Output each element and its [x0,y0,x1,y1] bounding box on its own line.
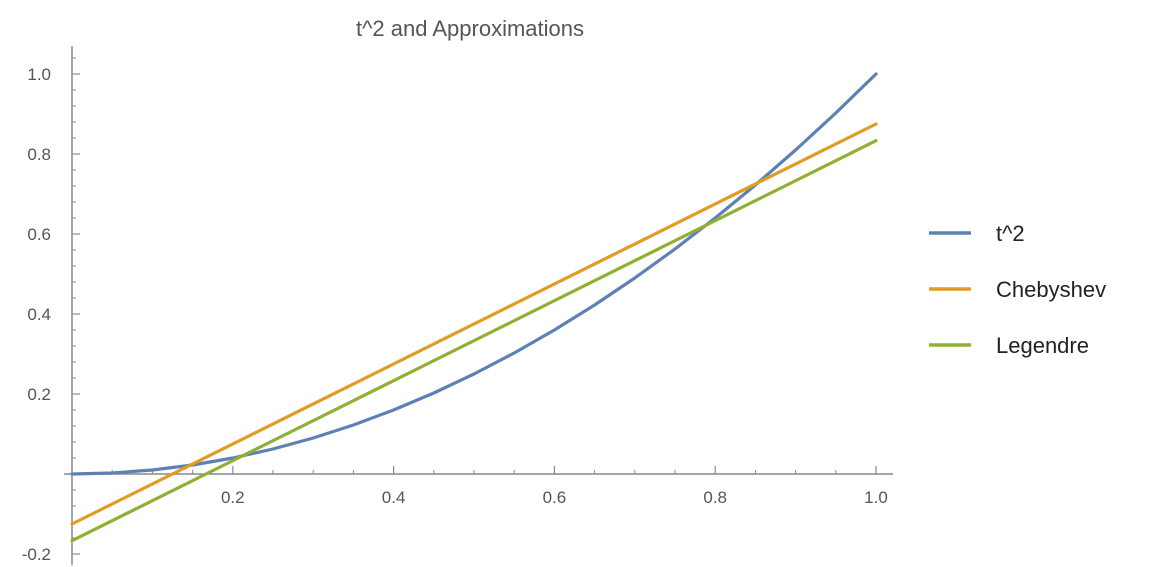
legend: t^2 Chebyshev Legendre [929,221,1106,358]
x-tick-label: 1.0 [864,488,888,507]
y-tick-label: 1.0 [27,65,51,84]
axes: 0.2 0.4 0.6 0.8 1.0 -0.2 0.2 0.4 0.6 0.8 1.0 [22,46,893,565]
series-line-1 [70,122,878,526]
series-line-2 [70,139,878,543]
x-tick-label: 0.2 [221,488,245,507]
y-tick-label: 0.8 [27,145,51,164]
x-tick-label: 0.4 [382,488,406,507]
y-tick-label: 0.4 [27,305,51,324]
chart-title: t^2 and Approximations [356,16,584,41]
x-tick-label: 0.8 [703,488,727,507]
series-group [70,72,878,543]
legend-label-2: Legendre [996,333,1089,358]
series-line-0 [70,72,878,476]
y-tick-label: 0.2 [27,385,51,404]
y-tick-label: 0.6 [27,225,51,244]
x-tick-label: 0.6 [543,488,567,507]
legend-label-1: Chebyshev [996,277,1106,302]
y-tick-label: -0.2 [22,545,51,564]
legend-label-0: t^2 [996,221,1025,246]
